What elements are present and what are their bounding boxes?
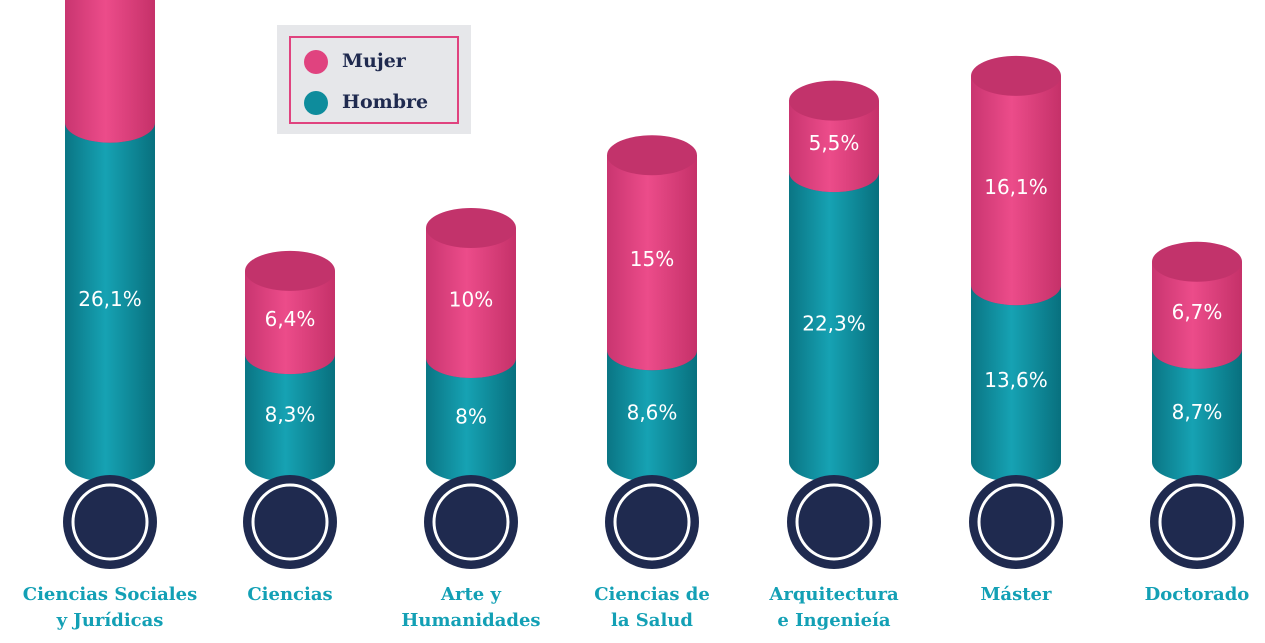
value-label: 8% xyxy=(455,405,487,429)
category-label: Ciencias xyxy=(247,584,333,605)
segment-bottom xyxy=(426,338,516,378)
segment-body xyxy=(789,172,879,462)
value-label: 13,6% xyxy=(984,368,1048,392)
category-icon xyxy=(424,475,518,569)
segment-top xyxy=(1152,241,1242,282)
value-label: 15% xyxy=(630,247,674,271)
cylinder-segment xyxy=(607,135,697,371)
value-label: 6,7% xyxy=(1172,300,1223,324)
value-label: 8,3% xyxy=(265,403,316,427)
segment-bottom xyxy=(245,442,335,482)
cylinder-segment xyxy=(971,55,1061,306)
value-label: 8,7% xyxy=(1172,400,1223,424)
segment-bottom xyxy=(426,442,516,482)
category-icon-ring xyxy=(432,483,510,561)
segment-top xyxy=(245,250,335,291)
value-label: 26,1% xyxy=(78,287,142,311)
cylinder-segment xyxy=(245,250,335,375)
value-label: 16,1% xyxy=(984,175,1048,199)
value-label: 8,6% xyxy=(627,401,678,425)
category-icon xyxy=(605,475,699,569)
segment-bottom xyxy=(245,334,335,375)
segment-bottom xyxy=(65,442,155,482)
segment-body xyxy=(65,0,155,123)
segment-body xyxy=(971,75,1061,286)
legend-box xyxy=(277,25,471,134)
category-icon-ring xyxy=(977,483,1055,561)
segment-bottom xyxy=(971,265,1061,306)
segment-bottom xyxy=(607,330,697,371)
segment-top xyxy=(426,208,516,248)
segment-top xyxy=(607,135,697,176)
category-icon-ring xyxy=(613,483,691,561)
cylinder-segment xyxy=(426,208,516,378)
cylinder-segment xyxy=(1152,241,1242,369)
segment-body xyxy=(607,155,697,351)
segment-body xyxy=(426,228,516,358)
segment-bottom xyxy=(1152,442,1242,482)
category-label: Arte y Humanidades xyxy=(401,584,541,631)
segment-body xyxy=(971,285,1061,462)
category-label: Ciencias de la Salud xyxy=(594,584,710,631)
category-icon-ring xyxy=(795,483,873,561)
segment-bottom xyxy=(789,152,879,193)
category-icon xyxy=(969,475,1063,569)
legend-label: Mujer xyxy=(342,50,407,72)
category-icon xyxy=(63,475,157,569)
category-label: Arquitectura e Ingenieía xyxy=(769,584,899,631)
legend-border xyxy=(289,36,459,124)
segment-bottom xyxy=(65,102,155,143)
value-label: 6,4% xyxy=(265,307,316,331)
category-icon-ring xyxy=(251,483,329,561)
value-label: 22,3% xyxy=(802,312,866,336)
category-icon-ring xyxy=(71,483,149,561)
segment-top xyxy=(971,55,1061,96)
segment-body xyxy=(65,122,155,462)
legend: Mujer Hombre xyxy=(277,25,471,134)
category-label: Doctorado xyxy=(1144,584,1250,605)
category-icon xyxy=(243,475,337,569)
cylinder-segment xyxy=(65,0,155,143)
bars: 26,1% 8,3% 6,4% 8% 10% 8,6% 15% 22,3% 5,5% 13,6% 1… xyxy=(65,0,1242,482)
cylinder-segment xyxy=(789,80,879,193)
icons xyxy=(63,475,1244,569)
segment-top xyxy=(789,80,879,121)
legend-label: Hombre xyxy=(342,91,428,113)
segment-bottom xyxy=(971,442,1061,482)
category-icon-ring xyxy=(1158,483,1236,561)
segment-bottom xyxy=(1152,328,1242,369)
category-label: Máster xyxy=(980,584,1052,605)
category-icon xyxy=(1150,475,1244,569)
legend-swatch xyxy=(304,91,328,115)
legend-swatch xyxy=(304,50,328,74)
segment-bottom xyxy=(607,442,697,482)
category-label: Ciencias Sociales y Jurídicas xyxy=(22,584,198,631)
segment-bottom xyxy=(789,442,879,482)
value-label: 10% xyxy=(449,288,493,312)
value-label: 5,5% xyxy=(809,131,860,155)
category-icon xyxy=(787,475,881,569)
